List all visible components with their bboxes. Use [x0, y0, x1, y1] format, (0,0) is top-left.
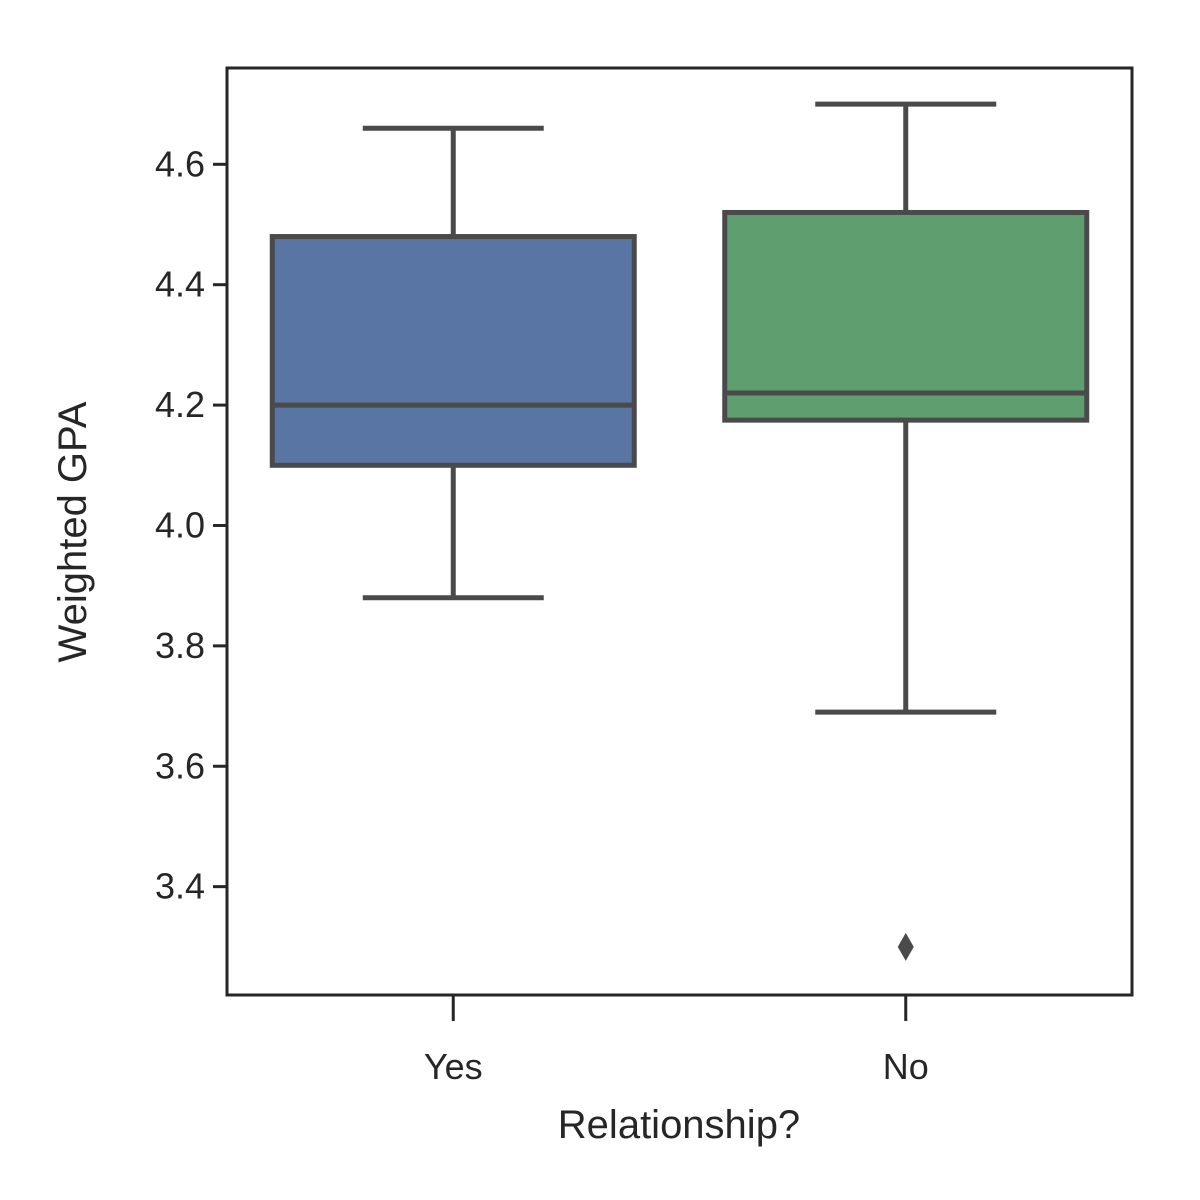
y-tick-label: 3.4	[155, 866, 205, 907]
y-tick-label: 4.0	[155, 504, 205, 545]
y-tick-label: 3.8	[155, 625, 205, 666]
box-group-yes	[269, 125, 637, 601]
box-body	[722, 209, 1090, 423]
y-tick-label: 3.6	[155, 745, 205, 786]
y-tick-label: 4.6	[155, 143, 205, 184]
y-tick-label: 4.4	[155, 264, 205, 305]
x-axis-label: Relationship?	[558, 1103, 800, 1147]
box-group-no	[722, 101, 1090, 961]
y-tick-label: 4.2	[155, 384, 205, 425]
x-tick-label: Yes	[424, 1046, 483, 1087]
y-axis: 3.4 3.6 3.8 4.0 4.2 4.4 4.6	[155, 143, 227, 907]
plot-layer	[269, 101, 1090, 961]
x-tick-label: No	[883, 1046, 929, 1087]
box-body	[269, 234, 637, 468]
plot-frame	[225, 66, 1134, 997]
outlier-point	[897, 932, 914, 961]
x-axis: Yes No	[424, 995, 929, 1087]
y-axis-label: Weighted GPA	[51, 401, 95, 662]
